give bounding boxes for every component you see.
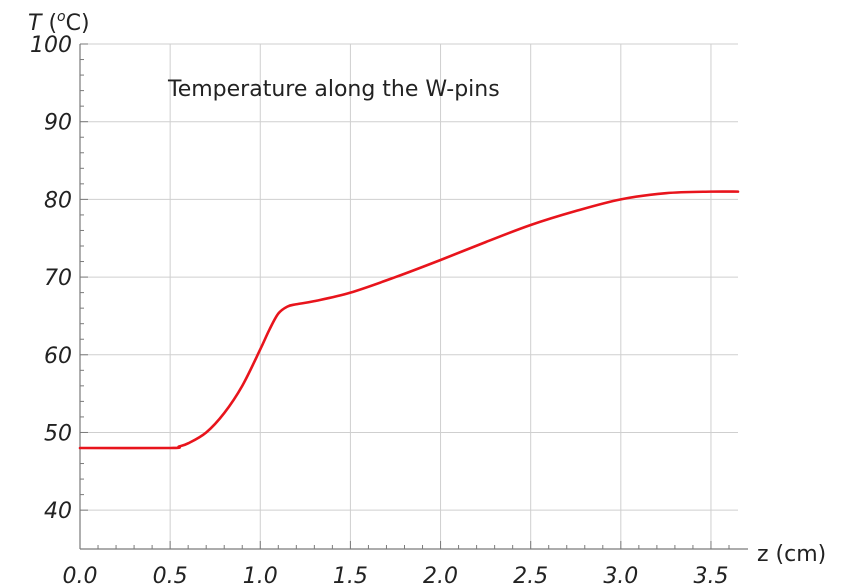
y-axis-label-sup: o [57, 9, 66, 25]
y-axis-label: T (oC) [28, 9, 90, 36]
y-tick-label: 80 [44, 188, 72, 213]
x-tick-label: 0.5 [153, 564, 188, 587]
y-tick-label: 50 [44, 421, 72, 446]
y-axis-label-var: T [28, 11, 43, 36]
series-layer [78, 190, 740, 450]
x-tick-label: 1.0 [243, 564, 278, 587]
chart-title: Temperature along the W-pins [167, 77, 500, 102]
x-axis-label: z (cm) [757, 542, 826, 567]
y-tick-label: 90 [44, 111, 72, 136]
x-tick-label: 3.0 [603, 564, 638, 587]
y-tick-label: 40 [44, 499, 72, 524]
axes [79, 43, 748, 550]
x-tick-label: 0.0 [63, 564, 98, 587]
x-tick-label: 3.5 [693, 564, 728, 587]
y-tick-label: 60 [44, 344, 72, 369]
tick-labels: 0.0 0.5 1.0 1.5 2.0 2.5 3.0 3.5 40 50 60 70 80 90 100 [30, 33, 728, 587]
y-axis-label-unit: C) [66, 11, 90, 36]
y-tick-label: 70 [44, 266, 72, 291]
temperature-series-line [78, 190, 740, 450]
y-axis-label-open: ( [41, 11, 57, 36]
y-tick-label: 100 [30, 33, 72, 58]
grid [80, 43, 738, 549]
x-tick-label: 2.5 [513, 564, 548, 587]
x-tick-label: 1.5 [333, 564, 368, 587]
x-tick-label: 2.0 [423, 564, 458, 587]
